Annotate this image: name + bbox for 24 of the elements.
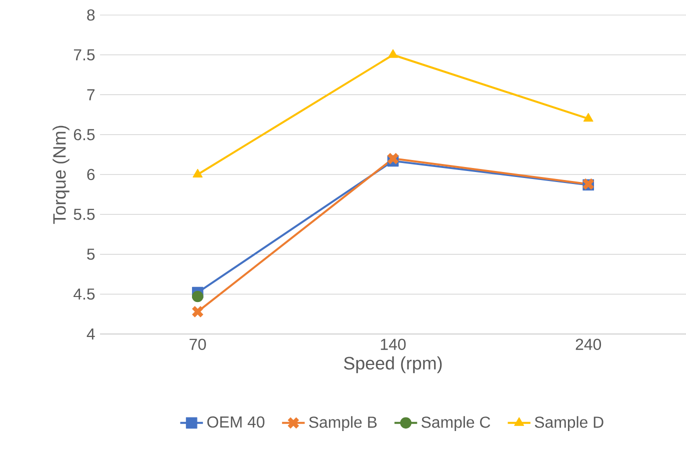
y-tick-label: 4 <box>86 328 95 340</box>
y-tick-label: 7.5 <box>74 49 95 60</box>
y-tick-label: 6.5 <box>74 128 95 140</box>
point <box>192 290 204 302</box>
x-tick-label: 240 <box>576 338 602 350</box>
legend-label: Sample D <box>534 416 604 432</box>
point <box>583 113 594 122</box>
x-axis-title: Speed (rpm) <box>344 356 442 374</box>
point <box>386 152 400 165</box>
y-tick-label: 5 <box>87 248 95 260</box>
legend-label: OEM 40 <box>207 416 264 428</box>
legend-label: Sample C <box>422 416 490 432</box>
point <box>388 49 398 58</box>
point <box>191 305 204 318</box>
y-tick-label: 7 <box>87 89 95 100</box>
point <box>192 168 203 178</box>
y-axis-title: Torque (Nm) <box>52 126 70 224</box>
x-tick-label: 70 <box>190 338 206 350</box>
x-tick-label: 140 <box>380 338 406 350</box>
y-tick-label: 5.5 <box>74 208 95 220</box>
y-tick-label: 6 <box>87 168 95 180</box>
y-tick-label: 8 <box>87 9 95 21</box>
y-tick-label: 4.5 <box>74 288 95 300</box>
legend-label: Sample B <box>309 416 377 432</box>
